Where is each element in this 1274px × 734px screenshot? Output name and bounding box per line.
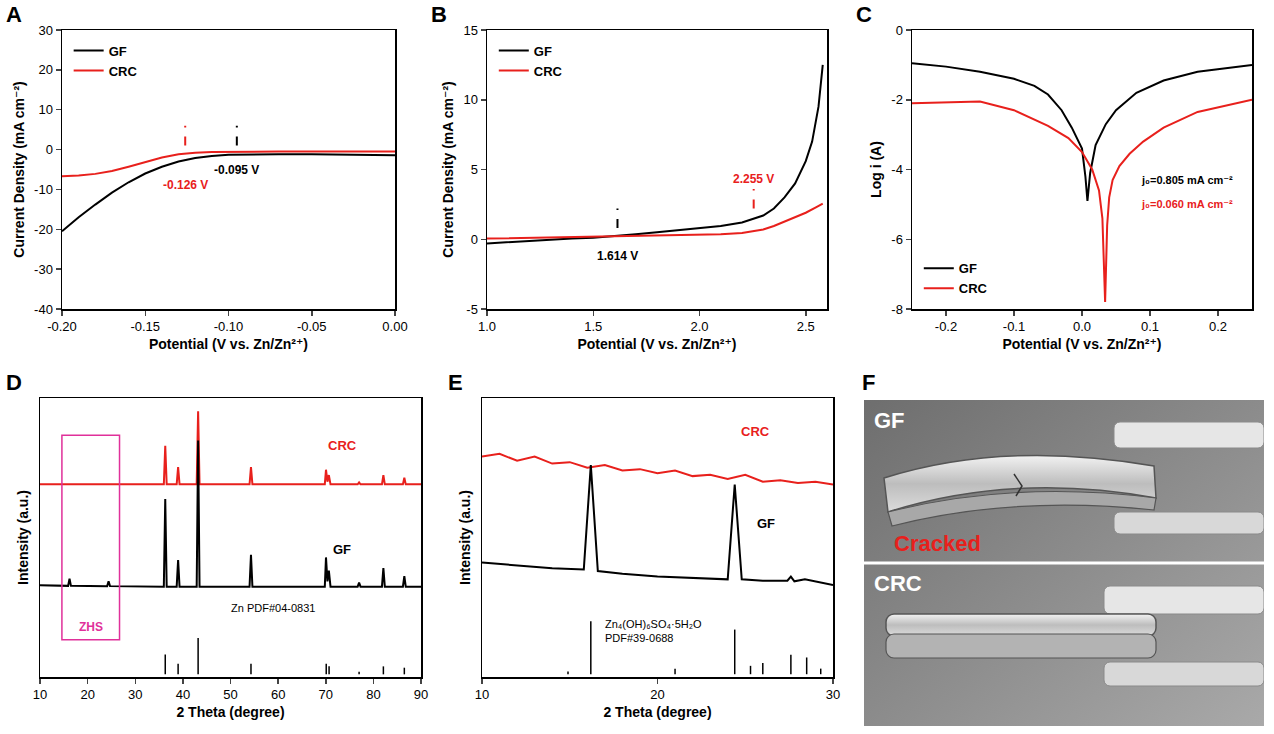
svg-text:30: 30 xyxy=(128,687,142,702)
svg-text:Zn₄(OH)₆SO₄·5H₂OPDF#39-0688: Zn₄(OH)₆SO₄·5H₂OPDF#39-0688 xyxy=(605,618,702,644)
svg-text:2.5: 2.5 xyxy=(797,319,815,334)
html-text:E: E xyxy=(448,370,463,395)
svg-text:-0.05: -0.05 xyxy=(297,319,327,334)
svg-text:CRC: CRC xyxy=(741,424,770,439)
svg-text:70: 70 xyxy=(319,687,333,702)
svg-text:-0.15: -0.15 xyxy=(130,319,160,334)
svg-text:Potential (V vs. Zn/Zn²⁺): Potential (V vs. Zn/Zn²⁺) xyxy=(577,336,736,352)
svg-text:0.00: 0.00 xyxy=(382,319,407,334)
svg-text:GF: GF xyxy=(874,408,905,433)
svg-text:20: 20 xyxy=(80,687,94,702)
svg-text:-0.10: -0.10 xyxy=(214,319,244,334)
svg-text:20: 20 xyxy=(650,687,664,702)
svg-text:2 Theta (degree): 2 Theta (degree) xyxy=(176,704,284,720)
svg-text:CRC: CRC xyxy=(328,438,357,453)
svg-text:2.255 V: 2.255 V xyxy=(733,172,774,186)
svg-text:-30: -30 xyxy=(34,262,53,277)
svg-text:j₀=0.060 mA cm⁻²: j₀=0.060 mA cm⁻² xyxy=(1141,198,1233,210)
svg-text:5: 5 xyxy=(471,162,478,177)
svg-text:Potential (V vs. Zn/Zn²⁺): Potential (V vs. Zn/Zn²⁺) xyxy=(149,336,308,352)
svg-text:10: 10 xyxy=(463,92,477,107)
svg-text:0.1: 0.1 xyxy=(1141,319,1159,334)
html-text:F: F xyxy=(862,370,876,395)
svg-text:-0.2: -0.2 xyxy=(935,319,957,334)
html-text:A: A xyxy=(6,2,22,27)
svg-text:0: 0 xyxy=(46,142,53,157)
svg-text:2.0: 2.0 xyxy=(690,319,708,334)
svg-text:CRC: CRC xyxy=(959,281,988,296)
svg-text:10: 10 xyxy=(475,687,489,702)
svg-text:-0.126 V: -0.126 V xyxy=(163,178,208,192)
svg-text:20: 20 xyxy=(38,62,52,77)
svg-text:Zn PDF#04-0831: Zn PDF#04-0831 xyxy=(231,602,315,614)
svg-text:-0.20: -0.20 xyxy=(47,319,77,334)
svg-text:-0.095 V: -0.095 V xyxy=(214,163,259,177)
svg-text:1.614 V: 1.614 V xyxy=(597,249,638,263)
svg-text:-6: -6 xyxy=(891,232,903,247)
svg-text:GF: GF xyxy=(109,44,127,59)
svg-text:-4: -4 xyxy=(891,162,903,177)
svg-text:-5: -5 xyxy=(466,302,478,317)
svg-text:15: 15 xyxy=(463,23,477,38)
svg-text:10: 10 xyxy=(33,687,47,702)
svg-text:j₀=0.805 mA cm⁻²: j₀=0.805 mA cm⁻² xyxy=(1141,174,1233,186)
svg-text:30: 30 xyxy=(826,687,840,702)
html-text:D: D xyxy=(6,370,22,395)
svg-text:CRC: CRC xyxy=(874,571,922,596)
svg-text:-10: -10 xyxy=(34,182,53,197)
html-text:C: C xyxy=(856,2,872,27)
svg-text:60: 60 xyxy=(271,687,285,702)
svg-text:-20: -20 xyxy=(34,222,53,237)
svg-text:-2: -2 xyxy=(891,92,903,107)
svg-text:30: 30 xyxy=(38,23,52,38)
svg-text:GF: GF xyxy=(959,261,977,276)
svg-text:Intensity (a.u.): Intensity (a.u.) xyxy=(15,490,31,585)
svg-text:Log i (A): Log i (A) xyxy=(868,141,884,198)
svg-text:Current Density (mA cm⁻²): Current Density (mA cm⁻²) xyxy=(11,81,27,257)
svg-text:ZHS: ZHS xyxy=(79,620,103,634)
svg-text:Current Density (mA cm⁻²): Current Density (mA cm⁻²) xyxy=(440,81,456,257)
svg-text:0.0: 0.0 xyxy=(1073,319,1091,334)
svg-text:2 Theta (degree): 2 Theta (degree) xyxy=(603,704,711,720)
svg-text:0: 0 xyxy=(896,23,903,38)
svg-text:GF: GF xyxy=(534,44,552,59)
svg-text:0.2: 0.2 xyxy=(1209,319,1227,334)
svg-text:10: 10 xyxy=(38,102,52,117)
svg-text:50: 50 xyxy=(223,687,237,702)
svg-text:-8: -8 xyxy=(891,302,903,317)
svg-text:CRC: CRC xyxy=(109,64,138,79)
svg-text:CRC: CRC xyxy=(534,64,563,79)
svg-text:90: 90 xyxy=(414,687,428,702)
svg-text:1.5: 1.5 xyxy=(584,319,602,334)
svg-text:40: 40 xyxy=(176,687,190,702)
svg-text:GF: GF xyxy=(333,542,351,557)
svg-text:-40: -40 xyxy=(34,302,53,317)
svg-text:Intensity (a.u.): Intensity (a.u.) xyxy=(457,490,473,585)
svg-text:GF: GF xyxy=(757,516,775,531)
svg-text:1.0: 1.0 xyxy=(478,319,496,334)
svg-text:0: 0 xyxy=(471,232,478,247)
svg-text:-0.1: -0.1 xyxy=(1003,319,1025,334)
svg-text:Potential (V vs. Zn/Zn²⁺): Potential (V vs. Zn/Zn²⁺) xyxy=(1002,336,1161,352)
html-text:B: B xyxy=(431,2,447,27)
svg-text:80: 80 xyxy=(366,687,380,702)
svg-text:Cracked: Cracked xyxy=(894,531,981,556)
